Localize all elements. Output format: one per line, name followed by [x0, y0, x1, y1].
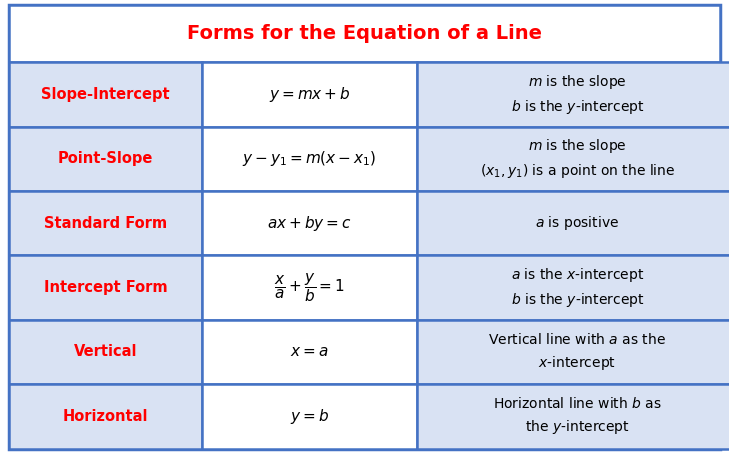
Text: Horizontal: Horizontal: [63, 409, 148, 424]
Bar: [417, 191, 729, 255]
Text: $\dfrac{x}{a}+\dfrac{y}{b}=1$: $\dfrac{x}{a}+\dfrac{y}{b}=1$: [274, 271, 345, 304]
Bar: [9, 384, 202, 449]
Bar: [9, 320, 202, 384]
Bar: [417, 255, 729, 320]
Text: $a$ is positive: $a$ is positive: [535, 214, 620, 232]
Text: Horizontal line with $b$ as
the $y$-intercept: Horizontal line with $b$ as the $y$-inte…: [493, 396, 662, 436]
Text: Forms for the Equation of a Line: Forms for the Equation of a Line: [187, 25, 542, 43]
Bar: [202, 320, 417, 384]
Text: $ax+by=c$: $ax+by=c$: [267, 214, 352, 233]
Bar: [202, 384, 417, 449]
Text: $a$ is the $x$-intercept
$b$ is the $y$-intercept: $a$ is the $x$-intercept $b$ is the $y$-…: [510, 266, 644, 309]
Bar: [202, 127, 417, 191]
Text: $y = mx+b$: $y = mx+b$: [268, 85, 351, 104]
Text: $y=b$: $y=b$: [290, 407, 329, 426]
Text: Standard Form: Standard Form: [44, 216, 167, 231]
Text: Vertical line with $a$ as the
$x$-intercept: Vertical line with $a$ as the $x$-interc…: [488, 332, 666, 372]
Text: Vertical: Vertical: [74, 345, 137, 360]
Text: $m$ is the slope
$b$ is the $y$-intercept: $m$ is the slope $b$ is the $y$-intercep…: [510, 73, 644, 116]
Bar: [202, 191, 417, 255]
Bar: [417, 127, 729, 191]
Bar: [417, 62, 729, 127]
Text: Slope-Intercept: Slope-Intercept: [41, 87, 170, 102]
Text: $x=a$: $x=a$: [290, 345, 329, 360]
Text: Point-Slope: Point-Slope: [58, 151, 153, 166]
Text: $m$ is the slope
$(x_1,y_1)$ is a point on the line: $m$ is the slope $(x_1,y_1)$ is a point …: [480, 137, 675, 180]
Bar: [417, 320, 729, 384]
Bar: [202, 255, 417, 320]
Text: $y-y_1=m(x-x_1)$: $y-y_1=m(x-x_1)$: [242, 149, 377, 168]
Bar: [9, 191, 202, 255]
Bar: [417, 384, 729, 449]
Bar: [9, 127, 202, 191]
Bar: [9, 5, 720, 62]
Bar: [9, 62, 202, 127]
Bar: [202, 62, 417, 127]
Text: Intercept Form: Intercept Form: [44, 280, 167, 295]
Bar: [9, 255, 202, 320]
